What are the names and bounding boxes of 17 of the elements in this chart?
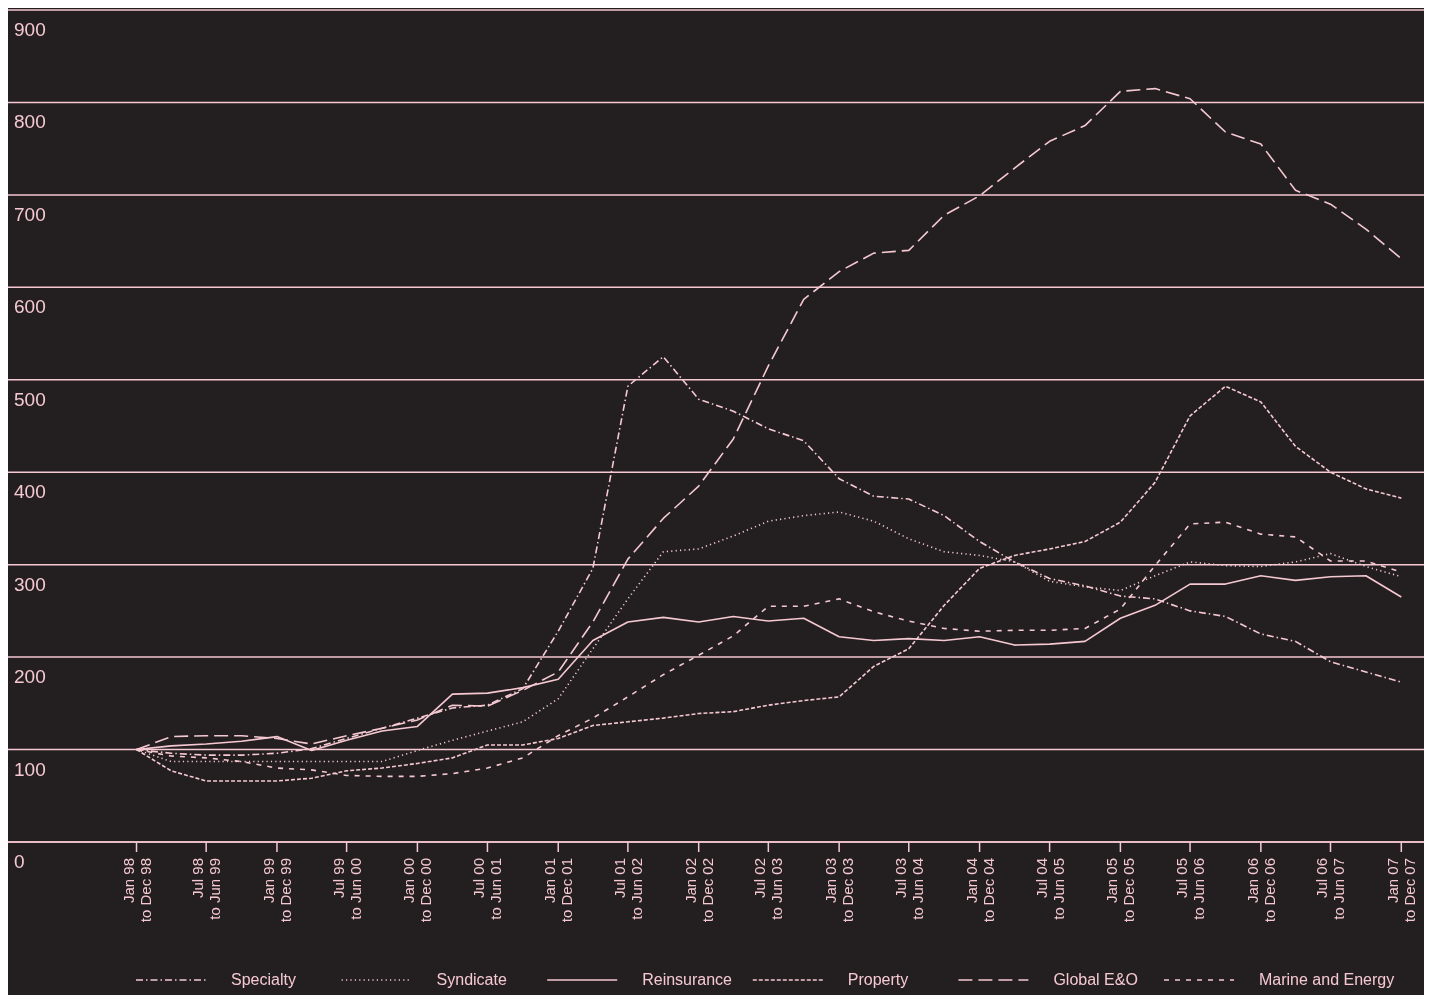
legend-label: Global E&O (1053, 971, 1138, 988)
y-tick-label: 300 (14, 573, 46, 595)
y-tick-label: 600 (14, 296, 46, 318)
y-tick-label: 700 (14, 203, 46, 225)
legend-label: Syndicate (436, 971, 507, 988)
y-tick-label: 800 (14, 111, 46, 133)
y-tick-label: 100 (14, 758, 46, 780)
y-tick-label: 900 (14, 19, 46, 40)
y-tick-label: 500 (14, 388, 46, 410)
legend-label: Marine and Energy (1259, 971, 1395, 988)
x-tick-label: Jan 98 to Dec 98 (119, 858, 154, 923)
legend-label: Specialty (231, 971, 296, 988)
y-tick-label: 400 (14, 481, 46, 503)
legend-label: Reinsurance (642, 971, 733, 988)
legend-label: Property (847, 971, 909, 988)
y-tick-label: 200 (14, 666, 46, 688)
y-tick-label: 0 (14, 851, 25, 872)
